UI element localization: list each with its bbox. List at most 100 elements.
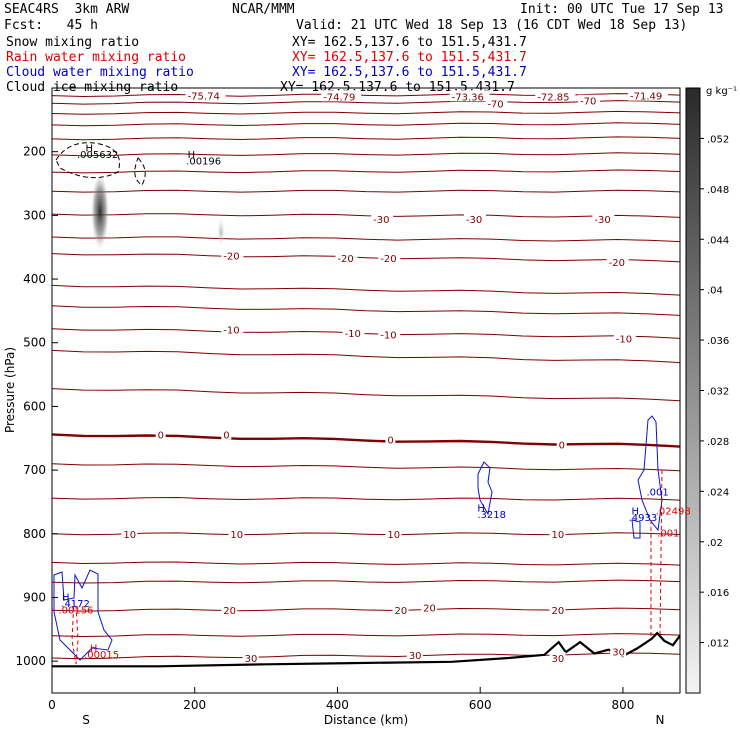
- isotherm-line: [51, 253, 681, 263]
- cloud-ice-contour-2: [134, 157, 146, 186]
- contour-label-bg: [535, 90, 576, 102]
- contour-label-bg: [242, 651, 259, 663]
- contour-label: -74.79: [323, 92, 355, 103]
- isotherm-line: [51, 93, 681, 98]
- contour-label-bg: [385, 527, 402, 539]
- rain-water-dashed-contours: [71, 469, 663, 665]
- contour-label: 10: [123, 530, 136, 541]
- maximum-annotation: .00196: [186, 156, 221, 167]
- contour-label-bg: [610, 645, 627, 657]
- contour-label-bg: [485, 97, 508, 109]
- contour-label: 10: [552, 530, 565, 541]
- contour-label: 20: [395, 606, 408, 617]
- isotherm-line: [51, 463, 681, 472]
- contour-label-bg: [421, 601, 438, 613]
- maximum-annotation: H: [90, 644, 98, 655]
- colorbar: g kg⁻¹ .052.048.044.04.036.032.028.024.0…: [685, 86, 737, 694]
- maximum-annotation: .001: [646, 488, 668, 499]
- maximum-annotation: H: [86, 144, 94, 155]
- colorbar-tick-label: .044: [707, 235, 729, 246]
- contour-label-bg: [378, 252, 401, 264]
- cloud-ice-dashed-contours: [55, 142, 146, 186]
- contour-label: -10: [616, 334, 632, 345]
- maximum-annotation: .4172: [61, 599, 90, 610]
- isotherm-line: [51, 284, 681, 296]
- cloud-ice-contour-1: [55, 142, 120, 179]
- colorbar-scale: [685, 87, 701, 694]
- contour-label-bg: [371, 213, 394, 225]
- contour-label: -20: [337, 254, 353, 265]
- contour-label-bg: [592, 213, 615, 225]
- snow-core-main: [91, 177, 109, 253]
- org-title: NCAR/MMM: [232, 2, 295, 17]
- maximum-annotation: .001: [657, 528, 679, 539]
- colorbar-tick-label: .036: [707, 336, 729, 347]
- contour-label: 0: [158, 430, 164, 441]
- maximum-annotation: .4933: [629, 513, 658, 524]
- colorbar-tick-label: .028: [707, 437, 729, 448]
- terrain-profile: [52, 631, 681, 668]
- contour-labels: -75.74 -74.79 -73.36 -72.85 -71.49 -70 -70 -30 -…: [121, 89, 669, 665]
- isotherm-line: [51, 652, 681, 660]
- maximum-annotation: H: [477, 504, 485, 515]
- contour-label-bg: [185, 89, 226, 101]
- cloud-water-contour-mid: [477, 461, 493, 516]
- y-tick-label: 300: [23, 208, 46, 222]
- contour-label: -71.49: [630, 92, 662, 103]
- temperature-contours: [51, 93, 681, 660]
- colorbar-ticks: .052 .048 .044 .04 .036 .032 .028 .024 .02 .016 .0…: [700, 134, 729, 650]
- contour-label: 20: [423, 604, 436, 615]
- isotherm-line: [51, 328, 681, 339]
- init-time: Init: 00 UTC Tue 17 Sep 13: [520, 2, 724, 17]
- maximum-annotation: H: [62, 593, 70, 604]
- isotherm-line: [51, 189, 681, 193]
- colorbar-tick-label: .048: [707, 185, 729, 196]
- maximum-annotation: .02498: [656, 507, 691, 518]
- isotherm-line: [51, 433, 681, 448]
- contour-label: -75.74: [188, 92, 220, 103]
- contour-label-bg: [406, 648, 423, 660]
- snow-core-secondary: [217, 218, 225, 246]
- contour-label: -30: [594, 215, 610, 226]
- x-tick-label: 600: [469, 698, 492, 712]
- field-snow-name: Snow mixing ratio: [6, 35, 140, 50]
- x-tick-label: 400: [326, 698, 349, 712]
- contour-label-bg: [121, 527, 138, 539]
- contour-label: -20: [380, 254, 396, 265]
- distance-axis: 0 200 400 600 800: [48, 687, 634, 712]
- maximum-annotation: .00156: [58, 605, 93, 616]
- contour-label-bg: [628, 89, 669, 101]
- maximum-annotation: .3218: [477, 510, 506, 521]
- isotherm-line: [51, 236, 681, 243]
- y-tick-label: 200: [23, 145, 46, 159]
- maximum-annotation: .00015: [84, 650, 119, 661]
- field-rain-xy: XY= 162.5,137.6 to 151.5,431.7: [292, 50, 527, 65]
- contour-label: 30: [612, 648, 625, 659]
- maximum-annotation: .005632: [77, 150, 118, 161]
- south-endpoint-label: S: [82, 713, 90, 727]
- colorbar-tick-label: .04: [707, 286, 723, 297]
- isotherm-line: [51, 561, 681, 566]
- contour-label: 30: [409, 651, 422, 662]
- contour-label: 20: [223, 606, 236, 617]
- y-tick-label: 900: [23, 590, 46, 604]
- contour-label-bg: [335, 252, 358, 264]
- cloud-water-contour-north-base: [631, 519, 641, 539]
- x-tick-label: 200: [183, 698, 206, 712]
- contour-label-bg: [221, 323, 244, 335]
- contour-label-bg: [613, 332, 636, 344]
- valid-time: Valid: 21 UTC Wed 18 Sep 13 (16 CDT Wed …: [296, 18, 688, 33]
- contour-label: -10: [380, 330, 396, 341]
- field-cloudwater-name: Cloud water mixing ratio: [6, 65, 194, 80]
- contour-label: -30: [466, 215, 482, 226]
- colorbar-tick-label: .012: [707, 639, 729, 650]
- y-tick-label: 400: [23, 272, 46, 286]
- contour-label-bg: [342, 327, 365, 339]
- isotherm-line: [51, 496, 681, 501]
- contour-label: -70: [580, 97, 596, 108]
- x-tick-label: 0: [48, 698, 56, 712]
- isotherm-line: [51, 532, 681, 536]
- contour-label-bg: [606, 255, 629, 267]
- cloud-water-contour-south: [53, 569, 113, 661]
- contour-label: 30: [245, 654, 258, 665]
